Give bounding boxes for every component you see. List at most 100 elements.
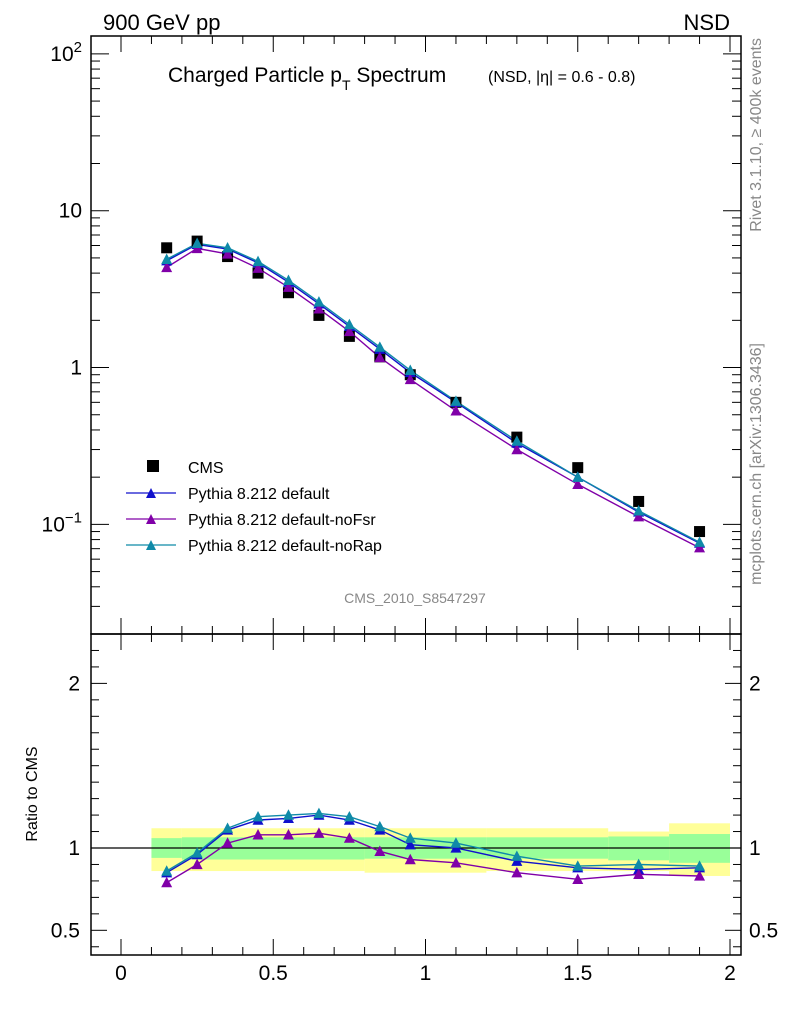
main-point-pythia-8-212-default-norap [222, 242, 234, 253]
ratio-y-tick-label-left: 2 [68, 672, 80, 695]
main-point-cms [633, 495, 645, 507]
main-point-cms [313, 309, 325, 321]
main-point-pythia-8-212-default-nofsr [450, 405, 462, 416]
ratio-point-pythia-8-212-default-nofsr [633, 868, 645, 880]
ratio-point-pythia-8-212-default-nofsr [252, 829, 264, 840]
main-point-pythia-8-212-default-norap [252, 255, 264, 267]
chart-title-subscript: T [342, 77, 351, 93]
legend-nofsr-label: Pythia 8.212 default-noFsr [188, 512, 376, 529]
main-point-pythia-8-212-default-norap [161, 253, 173, 264]
main-y-tick-base: 1 [70, 357, 82, 380]
ratio-point-pythia-8-212-default-norap [191, 847, 203, 858]
ratio-point-pythia-8-212-default-nofsr [404, 853, 416, 865]
ratio-point-pythia-8-212-default-norap [161, 865, 173, 876]
legend: CMS Pythia 8.212 default Pythia 8.212 de… [126, 460, 382, 555]
main-point-cms [282, 287, 294, 299]
main-point-pythia-8-212-default-norap [572, 471, 584, 482]
ratio-point-pythia-8-212-default [404, 838, 416, 850]
main-y-tick-label: 10 [59, 200, 82, 223]
x-tick-label: 0.5 [259, 962, 288, 985]
ratio-y-tick-label-right: 1 [749, 837, 761, 860]
legend-cms-label: CMS [188, 460, 224, 477]
main-y-tick-label: 102 [50, 39, 82, 66]
main-point-pythia-8-212-default-nofsr [313, 302, 325, 314]
main-point-pythia-8-212-default-norap [450, 395, 462, 406]
main-y-tick-exponent: 2 [74, 39, 82, 56]
x-tick-labels: 0 0.5 1 1.5 2 [115, 962, 736, 985]
legend-norap-label: Pythia 8.212 default-noRap [188, 538, 382, 555]
chart-title-tail: Spectrum [351, 64, 447, 87]
main-point-pythia-8-212-default-nofsr [161, 261, 173, 273]
ratio-point-pythia-8-212-default-norap [511, 850, 523, 861]
x-tick-label: 0 [115, 962, 127, 985]
ratio-line-pythia-8-212-default-nofsr [166, 832, 700, 884]
process-label: NSD [684, 10, 730, 35]
ratio-frame [90, 633, 742, 956]
main-point-pythia-8-212-default-nofsr [572, 478, 584, 490]
ratio-point-pythia-8-212-default-norap [313, 807, 325, 819]
ratio-point-pythia-8-212-default-nofsr [511, 866, 523, 878]
main-point-pythia-8-212-default-norap [633, 505, 645, 516]
x-tick-label: 1.5 [563, 962, 592, 985]
main-point-pythia-8-212-default-norap [343, 318, 355, 330]
ratio-y-tick-label-right: 2 [749, 672, 761, 695]
ratio-point-pythia-8-212-default-nofsr [282, 829, 294, 840]
chart-title-note: (NSD, |η| = 0.6 - 0.8) [488, 69, 635, 86]
main-point-pythia-8-212-default-norap [694, 536, 706, 547]
ratio-y-tick-labels: 0.5 0.5 1 1 2 2 [51, 672, 778, 942]
ratio-point-pythia-8-212-default-nofsr [343, 832, 355, 843]
main-y-tick-base: 10 [42, 513, 65, 536]
main-series-markers [161, 235, 706, 553]
main-point-cms [343, 330, 355, 342]
ratio-point-pythia-8-212-default-nofsr [313, 827, 325, 838]
main-point-pythia-8-212-default-norap [313, 296, 325, 307]
main-point-pythia-8-212-default-nofsr [222, 248, 234, 259]
x-tick-label: 2 [724, 962, 736, 985]
ratio-point-pythia-8-212-default-norap [404, 832, 416, 843]
source-label: mcplots.cern.ch [arXiv:1306.3436] [748, 343, 765, 585]
ratio-point-pythia-8-212-default-norap [343, 810, 355, 822]
main-point-pythia-8-212-default-nofsr [282, 281, 294, 292]
ratio-point-pythia-8-212-default-norap [572, 860, 584, 871]
ratio-point-pythia-8-212-default-norap [222, 822, 234, 833]
main-point-pythia-8-212-default-nofsr [374, 351, 386, 363]
main-point-pythia-8-212-default-nofsr [511, 443, 523, 455]
ratio-line-pythia-8-212-default-norap [166, 812, 700, 872]
energy-label: 900 GeV pp [103, 10, 220, 35]
main-y-tick-label: 1 [70, 357, 82, 380]
ratio-ylabel: Ratio to CMS [24, 746, 41, 841]
ratio-y-tick-label-left: 1 [68, 837, 80, 860]
ratio-ticks [91, 634, 741, 955]
main-point-cms [572, 462, 584, 474]
main-y-tick-label: 10−1 [42, 509, 82, 536]
ratio-point-pythia-8-212-default-nofsr [450, 857, 462, 868]
legend-norap-marker [146, 540, 156, 550]
ratio-point-pythia-8-212-default-norap [374, 820, 386, 832]
ratio-point-pythia-8-212-default-norap [282, 809, 294, 820]
rivet-label: Rivet 3.1.10, ≥ 400k events [748, 38, 765, 232]
ratio-point-pythia-8-212-default-norap [633, 858, 645, 870]
ratio-series-lines [166, 812, 700, 884]
main-point-cms [161, 242, 173, 254]
chart-title: Charged Particle pT Spectrum [168, 64, 446, 93]
ratio-point-pythia-8-212-default-nofsr [191, 858, 203, 870]
main-point-pythia-8-212-default-norap [282, 274, 294, 285]
main-line-pythia-8-212-default-norap [166, 242, 700, 543]
main-point-pythia-8-212-default-norap [374, 341, 386, 352]
main-y-tick-base: 10 [59, 200, 82, 223]
main-point-pythia-8-212-default-nofsr [633, 510, 645, 522]
main-point-cms [694, 526, 706, 538]
ratio-line-pythia-8-212-default [166, 814, 700, 874]
main-point-pythia-8-212-default-nofsr [694, 541, 706, 553]
legend-nofsr-marker [146, 514, 156, 524]
main-y-tick-base: 10 [50, 43, 73, 66]
ratio-series-markers [161, 807, 706, 888]
ratio-point-pythia-8-212-default-norap [450, 837, 462, 848]
main-point-pythia-8-212-default-norap [511, 435, 523, 446]
main-point-pythia-8-212-default-nofsr [404, 373, 416, 385]
x-tick-label: 1 [420, 962, 432, 985]
ratio-point-pythia-8-212-default-nofsr [222, 837, 234, 848]
ratio-y-tick-label-left: 0.5 [51, 919, 80, 942]
